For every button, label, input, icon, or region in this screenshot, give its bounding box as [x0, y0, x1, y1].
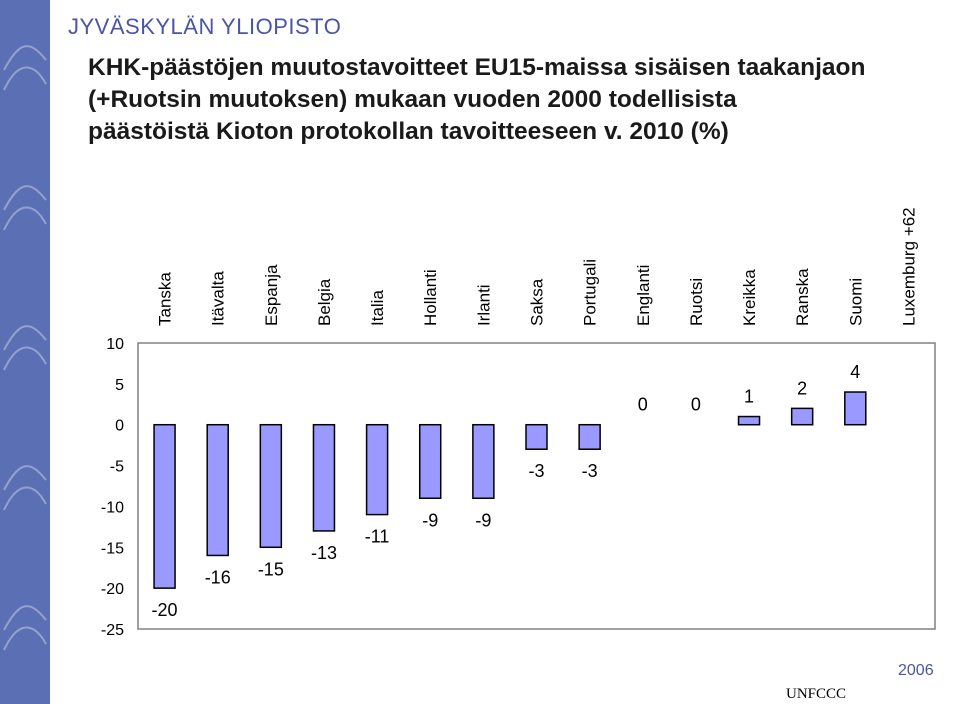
title-line-3: päästöistä Kioton protokollan tavoittees… [88, 118, 729, 145]
category-label: Belgia [315, 278, 334, 326]
bar [790, 407, 814, 426]
y-tick-label: -5 [110, 459, 124, 476]
data-label: 1 [744, 387, 754, 407]
sidebar-band [0, 0, 50, 704]
bar [206, 423, 229, 557]
bar [312, 423, 336, 532]
category-label: Portugali [581, 259, 600, 326]
data-label: -11 [365, 527, 390, 547]
category-label: Hollanti [421, 269, 440, 326]
category-label: Irlanti [474, 284, 493, 326]
category-label: Saksa [528, 278, 547, 326]
y-tick-label: -10 [101, 499, 124, 516]
bar [578, 423, 601, 450]
data-label: 2 [797, 378, 807, 398]
bar [737, 415, 761, 426]
y-tick-label: -15 [101, 540, 124, 557]
data-label: -3 [582, 461, 598, 481]
category-label: Tanska [156, 272, 175, 326]
y-tick-label: 0 [115, 418, 124, 435]
data-label: 4 [850, 362, 860, 382]
data-label: 0 [691, 395, 701, 415]
category-label: Kreikka [740, 269, 759, 326]
sidebar-pattern-icon [3, 45, 47, 651]
category-label: Englanti [634, 265, 653, 326]
data-label: -20 [152, 600, 178, 620]
category-label: Suomi [846, 278, 865, 326]
y-tick-label: 10 [106, 336, 124, 353]
bar [365, 423, 389, 516]
university-name: JYVÄSKYLÄN YLIOPISTO [68, 14, 342, 39]
y-tick-label: 5 [115, 377, 124, 394]
category-label: Espanja [262, 264, 281, 326]
data-label: -13 [311, 543, 337, 563]
data-label: -3 [528, 461, 544, 481]
page-title: KHK-päästöjen muutostavoitteet EU15-mais… [88, 52, 948, 148]
bar [844, 391, 867, 426]
bar [472, 423, 495, 500]
data-label: -9 [422, 510, 438, 530]
category-label: Italia [368, 290, 387, 326]
plot-frame [137, 342, 936, 630]
data-label: 0 [638, 395, 648, 415]
title-line-2: (+Ruotsin muutoksen) mukaan vuoden 2000 … [88, 86, 737, 113]
bar [153, 423, 176, 589]
data-label: -15 [258, 559, 284, 579]
title-line-1: KHK-päästöjen muutostavoitteet EU15-mais… [88, 54, 866, 81]
source-label: UNFCCC [786, 686, 847, 702]
category-label: Ranska [793, 268, 812, 326]
bar [418, 423, 442, 500]
bar [259, 423, 283, 549]
category-label: Luxemburg +62 [899, 207, 918, 326]
y-tick-label: -25 [101, 622, 124, 639]
data-label: -9 [475, 510, 491, 530]
y-tick-label: -20 [101, 581, 124, 598]
category-label: Itävalta [209, 271, 228, 326]
data-label: -16 [205, 567, 231, 587]
year-label: 2006 [898, 662, 934, 679]
bar [525, 423, 548, 450]
category-label: Ruotsi [687, 278, 706, 326]
